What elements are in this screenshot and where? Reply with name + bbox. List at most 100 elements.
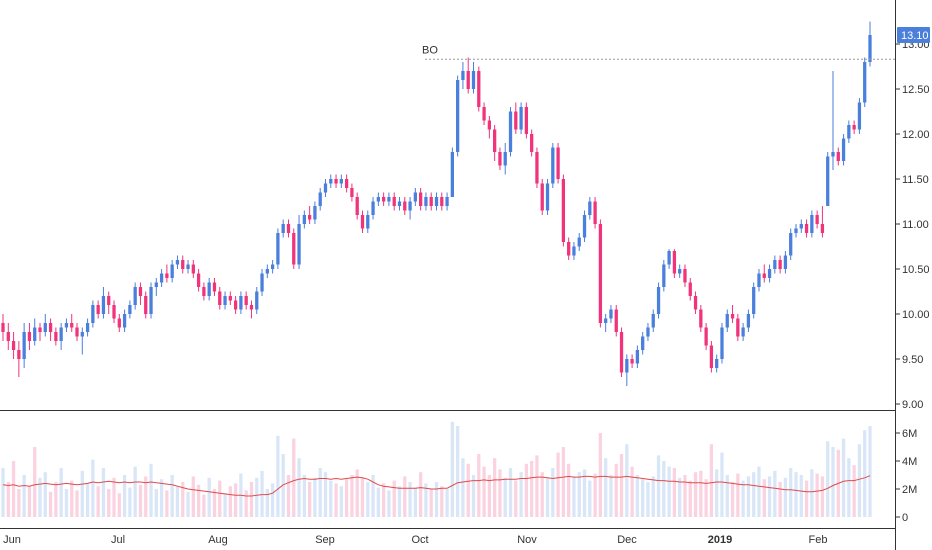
volume-bar (868, 426, 872, 517)
candlestick (270, 260, 275, 274)
volume-bar (672, 468, 677, 517)
volume-bar (815, 473, 819, 517)
candlestick (38, 323, 42, 341)
volume-bar (424, 483, 428, 517)
candlestick (461, 62, 465, 89)
candlestick (350, 183, 354, 202)
candlestick (440, 192, 444, 211)
candlestick (730, 305, 735, 323)
candlestick (355, 192, 359, 220)
candlestick (91, 300, 95, 328)
volume-bar (265, 489, 269, 517)
volume-bar (826, 441, 830, 517)
candlestick (302, 210, 306, 229)
candlestick (551, 143, 555, 188)
candlestick (572, 242, 576, 260)
candlestick (466, 57, 470, 94)
volume-bar (17, 489, 21, 517)
candlestick (297, 215, 301, 269)
candlestick (387, 192, 391, 206)
volume-axis: 0 2M 4M 6M (896, 428, 917, 524)
candlestick (149, 282, 153, 319)
candlestick (482, 102, 486, 125)
price-tick-label: 10.00 (902, 309, 930, 321)
candlestick (133, 282, 137, 310)
candlestick (419, 188, 423, 211)
volume-bar (434, 482, 439, 517)
volume-bar (313, 477, 317, 517)
volume-bar (244, 490, 248, 517)
candlestick (789, 228, 793, 260)
candlestick (265, 264, 269, 278)
volume-bar (59, 468, 63, 517)
candlestick (519, 102, 523, 134)
candlestick (292, 228, 296, 269)
volume-pane (1, 421, 872, 517)
volume-bar (85, 483, 90, 517)
volume-bar (863, 430, 867, 517)
candlestick (128, 300, 132, 319)
volume-bar (514, 480, 518, 517)
candlestick (688, 278, 692, 301)
candlestick (672, 249, 677, 278)
volume-bar (625, 444, 629, 517)
volume-bar (730, 482, 735, 517)
candlestick (757, 269, 761, 292)
candlestick (498, 147, 502, 170)
time-tick-label: Oct (411, 534, 428, 546)
price-pane (1, 21, 872, 386)
volume-bar (186, 491, 190, 517)
candlestick (699, 305, 703, 332)
volume-bar (820, 476, 825, 517)
candlestick (720, 323, 724, 364)
volume-bar (662, 461, 666, 517)
candlestick (651, 309, 655, 332)
candlestick (48, 318, 53, 341)
volume-bar (556, 452, 560, 517)
volume-bar (831, 447, 835, 517)
volume-bar (720, 452, 724, 517)
candlestick (762, 264, 766, 283)
volume-bar (471, 475, 476, 517)
volume-bar (419, 472, 423, 517)
volume-bar (181, 482, 185, 517)
candlestick (59, 323, 63, 350)
price-tick-label: 11.50 (902, 174, 929, 186)
candlestick (741, 323, 745, 341)
candlestick (656, 282, 661, 319)
candlestick (715, 354, 719, 373)
candlestick (249, 300, 254, 319)
volume-bar (741, 480, 745, 517)
candlestick (339, 174, 343, 188)
volume-bar (80, 470, 84, 517)
candlestick (27, 323, 32, 350)
volume-bar (704, 479, 708, 517)
volume-bar (101, 468, 106, 517)
volume-bar (445, 489, 449, 517)
candlestick (778, 255, 782, 274)
candlestick (487, 116, 492, 139)
volume-bar (270, 483, 275, 517)
volume-bar (678, 477, 682, 517)
candlestick (530, 129, 534, 157)
candlestick (794, 224, 798, 238)
volume-bar (307, 482, 312, 517)
candlestick (408, 197, 412, 220)
volume-bar (202, 494, 206, 517)
candlestick (667, 249, 671, 269)
volume-bar (70, 480, 74, 517)
candlestick (841, 134, 846, 166)
volume-bar (144, 476, 148, 517)
volume-bar (91, 459, 95, 517)
candlestick (471, 62, 476, 94)
candlestick (614, 305, 618, 337)
candlestick (577, 233, 581, 251)
volume-bar (122, 475, 127, 517)
volume-bar (641, 479, 645, 517)
volume-bar (255, 477, 259, 517)
volume-bar (165, 490, 169, 517)
volume-bar (138, 484, 143, 517)
candlestick (493, 125, 497, 161)
volume-bar (577, 472, 581, 517)
volume-bar (656, 455, 661, 517)
